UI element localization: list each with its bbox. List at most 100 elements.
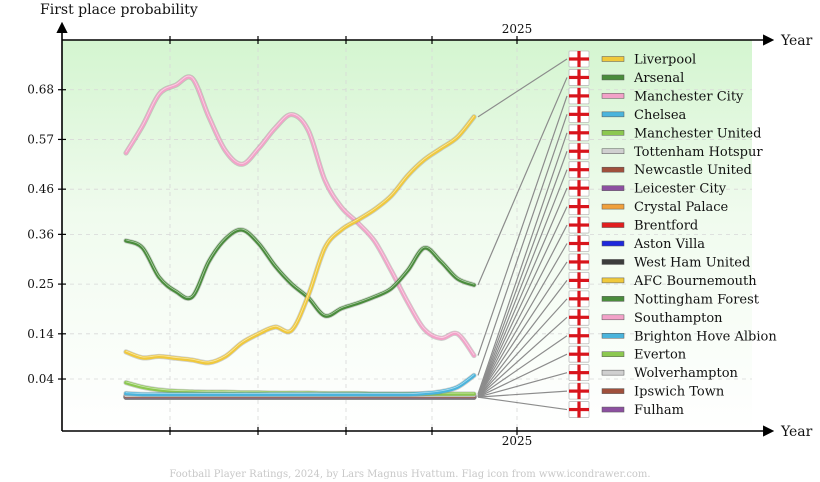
legend-item-fulham: Fulham: [568, 401, 684, 418]
legend-connector: [477, 261, 568, 397]
legend-item-nottingham-forest: Nottingham Forest: [568, 290, 760, 308]
england-flag-icon: [568, 290, 590, 308]
england-flag-icon: [568, 69, 590, 86]
legend-connector: [477, 335, 568, 398]
legend-swatch: [601, 259, 625, 265]
legend-item-crystal-palace: Crystal Palace: [568, 198, 729, 216]
legend-swatch: [601, 277, 625, 284]
series-highlight: [125, 374, 475, 395]
legend-connector: [477, 280, 568, 398]
legend-item-wolverhampton: Wolverhampton: [568, 364, 739, 382]
legend: Liverpool Arsenal Manchester City Chelsea Ma…: [568, 50, 777, 418]
series-highlight: [125, 228, 475, 316]
series-line: [124, 75, 476, 358]
england-flag-icon: [568, 382, 590, 400]
legend-swatch: [601, 111, 625, 118]
legend-swatch: [601, 314, 625, 321]
series-liverpool: [123, 114, 477, 366]
legend-connector: [477, 132, 568, 395]
grid: [62, 40, 752, 431]
plot-background: [62, 40, 752, 430]
series-highlight: [125, 75, 475, 356]
legend-item-aston-villa: Aston Villa: [568, 235, 705, 252]
legend-connector: [477, 316, 568, 398]
legend-label: Brighton Hove Albion: [634, 329, 777, 344]
england-flag-icon: [568, 308, 590, 326]
legend-label: Wolverhampton: [634, 366, 739, 381]
legend-label: Nottingham Forest: [634, 292, 760, 307]
legend-label: Newcastle United: [634, 163, 752, 178]
legend-label: Leicester City: [634, 182, 727, 197]
legend-item-newcastle-united: Newcastle United: [568, 161, 752, 179]
legend-label: Fulham: [634, 403, 684, 418]
england-flag-icon: [568, 216, 590, 234]
england-flag-icon: [568, 345, 590, 363]
legend-connector: [477, 169, 568, 397]
legend-connector: [477, 224, 568, 397]
england-flag-icon: [568, 124, 590, 142]
legend-swatch: [601, 333, 625, 339]
y-tick-label: 0.68: [27, 83, 54, 97]
legend-item-ipswich-town: Ipswich Town: [568, 382, 725, 400]
legend-connector: [477, 77, 568, 286]
legend-item-leicester-city: Leicester City: [568, 179, 727, 197]
y-tick-label: 0.14: [27, 327, 54, 341]
y-tick-label: 0.46: [27, 182, 54, 196]
legend-connector: [477, 353, 568, 398]
y-ticks: 0.04 0.14 0.25 0.36 0.46 0.57 0.68: [27, 83, 66, 386]
legend-swatch: [601, 240, 625, 247]
england-flag-icon: [568, 142, 590, 160]
legend-item-southampton: Southampton: [568, 308, 723, 326]
legend-connector: [477, 396, 568, 411]
legend-connector: [477, 95, 568, 356]
legend-connector: [477, 187, 568, 397]
england-flag-icon: [568, 364, 590, 382]
x-axis-title-top: Year: [780, 33, 813, 49]
legend-label: AFC Bournemouth: [633, 274, 757, 289]
legend-swatch: [601, 203, 625, 210]
legend-swatch: [601, 166, 625, 173]
series-line: [124, 373, 476, 397]
legend-item-liverpool: Liverpool: [568, 50, 696, 68]
legend-label: West Ham United: [634, 255, 750, 270]
series-manchester-city: [123, 74, 477, 359]
england-flag-icon: [568, 198, 590, 216]
x-tick-label-top: 2025: [502, 22, 533, 36]
england-flag-icon: [568, 161, 590, 179]
england-flag-icon: [568, 50, 590, 68]
y-tick-label: 0.36: [27, 227, 54, 241]
england-flag-icon: [568, 271, 590, 289]
legend-connector: [477, 243, 568, 397]
england-flag-icon: [568, 105, 590, 123]
legend-connector: [477, 151, 568, 396]
legend-connector: [477, 298, 568, 398]
legend-swatch: [601, 56, 625, 62]
legend-swatch: [601, 74, 625, 81]
legend-label: Liverpool: [634, 53, 696, 68]
series-highlight: [125, 115, 475, 363]
legend-item-afc-bournemouth: AFC Bournemouth: [568, 271, 757, 289]
legend-label: Manchester United: [634, 126, 761, 141]
england-flag-icon: [568, 253, 590, 271]
legend-label: Southampton: [634, 311, 723, 326]
legend-item-manchester-united: Manchester United: [568, 124, 761, 142]
england-flag-icon: [568, 87, 590, 105]
legend-swatch: [601, 388, 625, 394]
x-tick-label-bottom: 2025: [502, 434, 533, 448]
england-flag-icon: [568, 235, 590, 252]
legend-swatch: [601, 148, 625, 154]
legend-label: Tottenham Hotspur: [634, 145, 763, 160]
legend-item-brentford: Brentford: [568, 216, 698, 234]
legend-label: Aston Villa: [633, 237, 705, 252]
x-ticks: [169, 36, 518, 435]
legend-label: Manchester City: [634, 89, 744, 104]
series-chelsea: [123, 372, 477, 398]
series-arsenal: [123, 227, 477, 319]
legend-label: Chelsea: [634, 108, 687, 123]
x-axis-title-bottom: Year: [780, 424, 813, 440]
legend-item-manchester-city: Manchester City: [568, 87, 744, 105]
legend-swatch: [601, 93, 625, 99]
legend-swatch: [601, 296, 625, 302]
legend-swatch: [601, 351, 625, 357]
